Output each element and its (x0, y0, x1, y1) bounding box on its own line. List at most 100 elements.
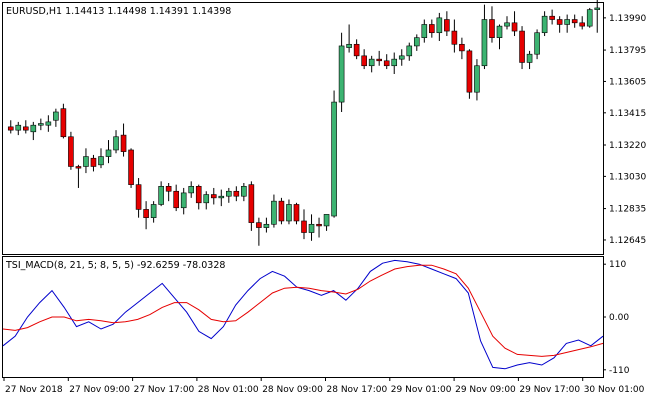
candle (459, 37, 465, 60)
candle (195, 184, 202, 210)
candle (150, 201, 157, 223)
candle (7, 120, 14, 134)
indicator-tick-label: 0.00 (609, 313, 629, 323)
candle (586, 7, 593, 28)
candle (113, 130, 119, 154)
candle (338, 32, 345, 112)
candle (398, 49, 405, 66)
candle-body (22, 126, 29, 131)
candle (45, 115, 52, 132)
candle-body (338, 45, 345, 103)
candle-body (534, 32, 540, 55)
candle (571, 14, 578, 28)
candle (391, 52, 398, 75)
candle-body (406, 45, 413, 57)
time-tick-label: 30 Nov 01:00 (584, 385, 645, 395)
candle (233, 186, 240, 202)
candle-body (346, 43, 352, 48)
candle-body (481, 19, 488, 67)
candle (90, 154, 97, 172)
candle (466, 49, 473, 99)
candle-body (128, 149, 134, 185)
candle (429, 19, 435, 38)
candle-body (271, 200, 277, 225)
indicator-panel-frame (2, 256, 604, 378)
candle-body (53, 111, 59, 121)
candle (286, 199, 292, 225)
candle (278, 197, 285, 225)
candle (226, 187, 232, 203)
candle (241, 182, 247, 202)
candle-body (203, 194, 210, 204)
candle (120, 123, 127, 157)
candle (68, 131, 74, 170)
candle-body (286, 204, 292, 222)
tsi-line (2, 259, 604, 370)
candle (53, 108, 59, 127)
candle (519, 26, 525, 70)
candle-body (195, 185, 202, 204)
candle-body (594, 7, 601, 10)
candle-body (398, 55, 405, 60)
time-axis: 27 Nov 2018 27 Nov 09:00 27 Nov 17:00 28 No… (3, 377, 645, 395)
candlestick-series (7, 0, 601, 246)
candle (504, 16, 510, 30)
candle (203, 191, 210, 210)
candle (271, 194, 277, 228)
time-tick-label: 28 Nov 17:00 (327, 385, 388, 395)
candle (474, 59, 480, 101)
candle (376, 50, 382, 66)
candle-body (421, 24, 428, 38)
candle-body (105, 149, 112, 157)
candle-body (376, 58, 382, 62)
candle (301, 209, 307, 240)
candle-body (391, 58, 398, 67)
time-tick-label: 27 Nov 09:00 (69, 385, 130, 395)
candle-body (526, 53, 533, 63)
candle-body (158, 185, 164, 205)
candle (293, 202, 300, 225)
candle (421, 19, 428, 43)
candle (481, 4, 488, 70)
candle (331, 90, 337, 218)
candle (173, 184, 179, 212)
candle (98, 148, 104, 169)
candle (188, 181, 195, 198)
candle-body (308, 223, 315, 233)
candle (83, 148, 89, 174)
candle-body (165, 185, 172, 192)
candle-body (226, 190, 232, 197)
price-tick-label: 1.12835 (609, 205, 646, 215)
candle-body (135, 184, 142, 210)
candle-body (293, 204, 300, 222)
signal-line (2, 264, 604, 357)
candle (30, 121, 37, 141)
candle (256, 217, 262, 246)
price-tick-label: 1.13220 (609, 141, 646, 151)
candle (60, 103, 67, 139)
price-tick-label: 1.13795 (609, 46, 646, 56)
candle-body (504, 22, 510, 27)
candle (346, 24, 352, 53)
candle (135, 178, 142, 218)
time-tick-label: 28 Nov 01:00 (198, 385, 259, 395)
candle (496, 24, 503, 50)
price-tick-label: 1.13030 (609, 172, 646, 182)
candle-body (466, 50, 473, 93)
indicator-panel-header: TSI_MACD(8, 21, 5; 8, 5, 5) -92.6259 -78… (5, 260, 225, 271)
candle-body (383, 60, 390, 67)
time-tick-label: 28 Nov 09:00 (262, 385, 323, 395)
candle (579, 16, 586, 30)
candle-body (519, 30, 525, 63)
candle-body (564, 19, 570, 25)
candle-body (361, 55, 367, 67)
candle-body (263, 223, 270, 228)
candle (594, 0, 601, 33)
candle (218, 189, 225, 207)
candle-body (278, 200, 285, 222)
main-panel-header: EURUSD,H1 1.14413 1.14498 1.14391 1.1439… (6, 6, 231, 17)
candle (308, 214, 315, 241)
candle-body (150, 204, 157, 218)
candle-body (38, 123, 44, 126)
